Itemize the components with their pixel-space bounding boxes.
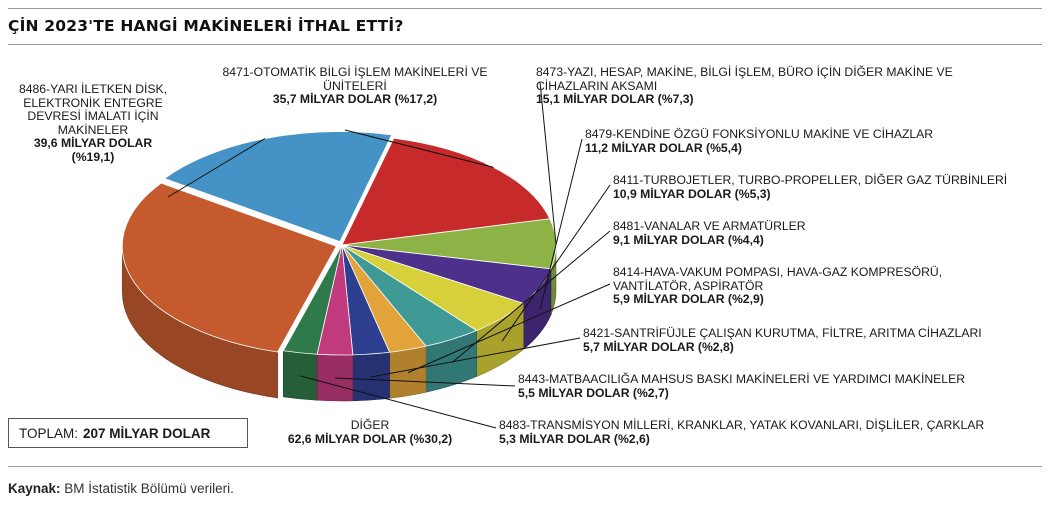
slice-8486yari [163, 131, 393, 243]
leader-line-8421 [371, 337, 581, 378]
total-box: TOPLAM: 207 MİLYAR DOLAR [8, 418, 248, 448]
slice-label-8411: 8411-TURBOJETLER, TURBO-PROPELLER, DİĞER… [613, 173, 1008, 201]
total-value: 207 MİLYAR DOLAR [83, 425, 211, 441]
source-label: Kaynak: [8, 481, 61, 496]
source-text: BM İstatistik Bölümü verileri. [64, 481, 234, 496]
leader-line-8471 [344, 129, 494, 168]
slice-side-8421santrifjle [352, 351, 390, 402]
slice-label-8481: 8481-VANALAR VE ARMATÜRLER 9,1 MİLYAR DO… [613, 219, 806, 247]
leader-line-8483 [299, 375, 497, 429]
title-rule [8, 44, 1042, 45]
leader-line-8473 [539, 81, 557, 244]
bottom-rule [8, 466, 1042, 467]
leader-line-8443 [334, 377, 516, 387]
leader-line-8486 [167, 138, 266, 198]
source-note: Kaynak: BM İstatistik Bölümü verileri. [8, 481, 234, 496]
slice-8471otomatik [341, 137, 551, 246]
slice-label-diger: DİĞER 62,6 MİLYAR DOLAR (%30,2) [287, 418, 453, 446]
leader-line-8414 [407, 283, 611, 374]
slice-8483transmisyon [282, 244, 343, 355]
slice-label-8473: 8473-YAZI, HESAP, MAKİNE, BİLGİ İŞLEM, B… [536, 65, 953, 106]
slice-dier [121, 182, 337, 353]
leader-line-8479 [539, 138, 583, 310]
top-rule [8, 8, 1042, 9]
slice-label-8479: 8479-KENDİNE ÖZGÜ FONKSİYONLU MAKİNE VE … [585, 127, 934, 155]
slice-label-8483: 8483-TRANSMİSYON MİLLERİ, KRANKLAR, YATA… [499, 418, 985, 446]
slice-label-8471: 8471-OTOMATİK BİLGİ İŞLEM MAKİNELERİ VE … [222, 65, 488, 106]
slice-label-8414: 8414-HAVA-VAKUM POMPASI, HAVA-GAZ KOMPRE… [613, 265, 943, 306]
page-title: ÇİN 2023'TE HANGİ MAKİNELERİ İTHAL ETTİ? [8, 17, 404, 35]
slice-label-8421: 8421-SANTRİFÜJLE ÇALIŞAN KURUTMA, FİLTRE… [583, 326, 982, 354]
leader-line-8411 [501, 184, 611, 342]
leader-line-8481 [452, 230, 611, 363]
slice-label-8443: 8443-MATBAACILIĞA MAHSUS BASKI MAKİNELER… [518, 372, 966, 400]
total-label: TOPLAM: [19, 425, 79, 441]
slice-label-8486: 8486-YARI İLETKEN DİSK, ELEKTRONİK ENTEG… [18, 82, 168, 164]
